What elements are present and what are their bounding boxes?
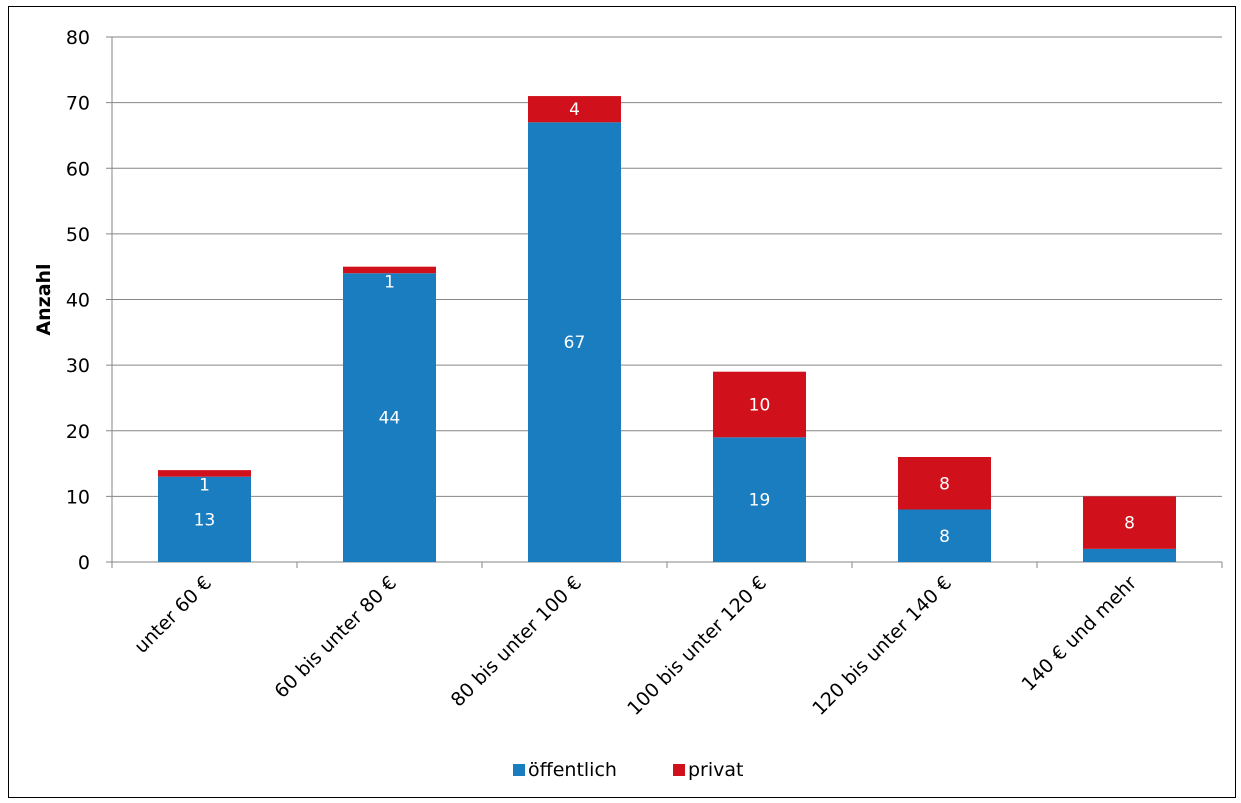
data-label: 67 — [564, 333, 586, 353]
y-tick-label: 60 — [66, 158, 90, 180]
x-category-label: 120 bis unter 140 € — [808, 572, 956, 720]
data-label: 10 — [749, 396, 771, 416]
data-label: 44 — [379, 409, 401, 429]
data-label: 4 — [569, 100, 580, 120]
data-label: 8 — [939, 474, 950, 494]
bar-segment — [343, 273, 436, 562]
x-category-label: 60 bis unter 80 € — [270, 572, 401, 703]
x-category-label: 80 bis unter 100 € — [447, 572, 586, 711]
chart-frame — [8, 6, 1236, 798]
y-tick-label: 40 — [66, 290, 90, 312]
bar-segment — [158, 470, 251, 477]
legend-swatch — [673, 764, 685, 776]
y-tick-label: 20 — [66, 421, 90, 443]
data-label: 1 — [384, 272, 395, 292]
x-category-label: unter 60 € — [130, 572, 216, 658]
data-label: 2 — [1124, 561, 1135, 581]
legend-label: öffentlich — [528, 759, 617, 781]
bar-segment — [1083, 548, 1176, 562]
bar-segment — [528, 96, 621, 123]
y-tick-label: 50 — [66, 224, 90, 246]
x-category-label: 100 bis unter 120 € — [623, 572, 771, 720]
y-tick-label: 80 — [66, 27, 90, 49]
data-label: 19 — [749, 491, 771, 511]
legend-swatch — [513, 764, 525, 776]
bar-segment — [528, 122, 621, 562]
bar-segment — [898, 457, 991, 510]
y-tick-label: 70 — [66, 93, 90, 115]
legend-label: privat — [688, 759, 744, 781]
y-tick-label: 0 — [78, 552, 90, 574]
x-category-label: 140 € und mehr — [1018, 572, 1142, 696]
data-label: 8 — [939, 527, 950, 547]
bar-segment — [713, 437, 806, 562]
y-tick-label: 30 — [66, 355, 90, 377]
bar-segment — [898, 509, 991, 562]
bar-segment — [1083, 496, 1176, 549]
data-label: 8 — [1124, 514, 1135, 534]
bar-segment — [343, 266, 436, 274]
data-label: 13 — [194, 510, 216, 530]
bar-segment — [713, 371, 806, 438]
bar-segment — [158, 476, 251, 562]
y-tick-label: 10 — [66, 486, 90, 508]
data-label: 1 — [199, 476, 210, 496]
y-axis-title: Anzahl — [33, 263, 55, 335]
